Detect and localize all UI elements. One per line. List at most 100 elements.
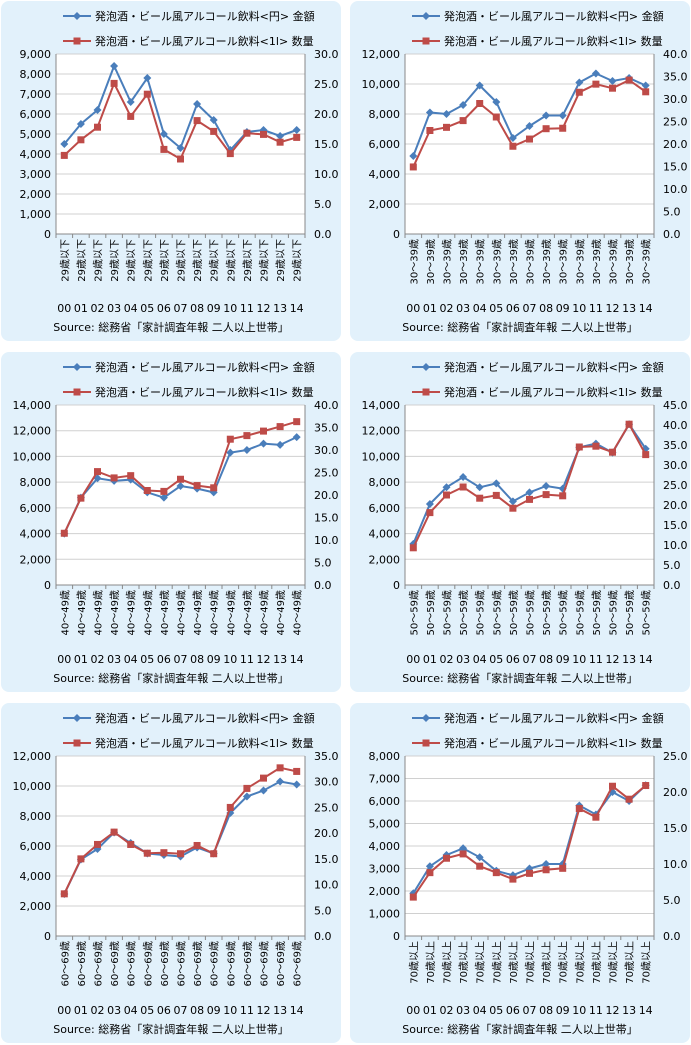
x-category-age-label: 50～59歳 — [558, 590, 570, 635]
x-category-age-label: 29歳以下 — [259, 239, 271, 282]
quantity-point — [476, 100, 484, 107]
left-tick-label: 3,000 — [369, 863, 401, 876]
x-category-age-label: 60～69歳 — [59, 941, 71, 986]
amount-point — [276, 132, 285, 140]
right-tick-label: 5.0 — [314, 904, 332, 917]
legend-amount-marker — [73, 12, 81, 20]
legend-amount-label: 発泡酒・ビール風アルコール飲料<円> 金額 — [95, 9, 315, 23]
amount-point — [259, 439, 268, 448]
right-tick-label: 20.0 — [663, 499, 688, 512]
x-category-age-label: 30～39歳 — [442, 239, 454, 284]
left-tick-label: 2,000 — [369, 198, 401, 211]
x-category-year-label: 07 — [174, 1004, 188, 1017]
x-category-age-label: 70歳以上 — [442, 941, 454, 984]
x-category-year-label: 11 — [240, 1004, 254, 1017]
x-category-year-label: 06 — [506, 1004, 520, 1017]
right-tick-label: 0.0 — [663, 930, 681, 943]
left-tick-label: 1,000 — [20, 208, 52, 221]
x-category-age-label: 30～39歳 — [475, 239, 487, 284]
quantity-point — [177, 850, 184, 858]
x-category-year-label: 10 — [572, 1004, 586, 1017]
left-tick-label: 7,000 — [369, 773, 401, 786]
x-category-year-label: 12 — [606, 1004, 620, 1017]
x-category-year-label: 13 — [622, 653, 636, 666]
amount-point — [93, 106, 102, 114]
x-category-year-label: 02 — [440, 302, 454, 315]
quantity-point — [459, 117, 467, 125]
x-category-age-label: 50～59歳 — [475, 590, 487, 635]
x-category-age-label: 70歳以上 — [425, 941, 437, 984]
chart-svg-6: 0 1,000 2,000 3,000 4,000 5,000 6,000 7,000 8,00… — [369, 711, 688, 1036]
x-category-year-label: 13 — [622, 302, 636, 315]
quantity-point — [210, 127, 218, 135]
right-tick-label: 45.0 — [663, 399, 688, 412]
x-category-age-label: 30～39歳 — [558, 239, 570, 284]
x-category-year-label: 04 — [124, 653, 138, 666]
amount-point — [492, 479, 501, 488]
x-category-year-label: 02 — [440, 1004, 454, 1017]
right-tick-label: 0.0 — [314, 228, 332, 241]
left-tick-label: 4,000 — [20, 148, 52, 161]
x-category-year-label: 01 — [74, 1004, 88, 1017]
x-category-year-label: 12 — [606, 653, 620, 666]
amount-point — [159, 130, 168, 138]
x-category-age-label: 30～39歳 — [525, 239, 537, 284]
x-category-age-label: 29歳以下 — [109, 239, 121, 282]
x-category-year-label: 06 — [506, 653, 520, 666]
left-tick-label: 0 — [44, 930, 51, 943]
quantity-point — [110, 828, 118, 836]
amount-point — [492, 98, 501, 106]
right-tick-label: 5.0 — [663, 206, 681, 219]
x-category-age-label: 60～69歳 — [292, 941, 304, 986]
x-category-year-label: 04 — [124, 302, 138, 315]
left-tick-label: 2,000 — [20, 553, 52, 566]
quantity-point — [526, 869, 533, 877]
left-tick-label: 1,000 — [369, 908, 401, 921]
quantity-point — [127, 112, 135, 120]
left-tick-label: 0 — [393, 579, 400, 592]
legend-quantity-marker — [73, 388, 81, 396]
quantity-point — [559, 492, 567, 500]
x-category-year-label: 05 — [140, 302, 154, 315]
x-category-year-label: 03 — [456, 1004, 470, 1017]
left-tick-label: 10,000 — [13, 450, 52, 463]
left-tick-label: 8,000 — [369, 108, 401, 121]
x-category-age-label: 50～59歳 — [641, 590, 653, 635]
amount-point — [442, 483, 451, 492]
quantity-point — [293, 133, 301, 141]
quantity-point — [160, 487, 168, 495]
quantity-point — [625, 76, 633, 84]
x-category-age-label: 60～69歳 — [192, 941, 204, 986]
quantity-point — [94, 468, 101, 476]
right-tick-label: 10.0 — [663, 183, 688, 196]
quantity-point — [226, 803, 234, 811]
quantity-point — [642, 782, 650, 790]
x-category-year-label: 09 — [556, 1004, 570, 1017]
chart-panel-6: 0 1,000 2,000 3,000 4,000 5,000 6,000 7,000 8,00… — [350, 703, 690, 1043]
x-category-year-label: 08 — [539, 302, 553, 315]
x-category-age-label: 40～49歳 — [93, 590, 105, 635]
quantity-point — [293, 418, 301, 426]
quantity-point — [60, 151, 68, 159]
amount-point — [525, 122, 534, 130]
x-category-year-label: 00 — [406, 302, 420, 315]
x-category-year-label: 01 — [423, 1004, 437, 1017]
left-tick-label: 4,000 — [369, 168, 401, 181]
left-tick-label: 6,000 — [20, 108, 52, 121]
x-category-year-label: 04 — [473, 1004, 487, 1017]
x-category-year-label: 05 — [489, 302, 503, 315]
x-category-year-label: 07 — [174, 653, 188, 666]
left-tick-label: 8,000 — [369, 750, 401, 763]
x-category-year-label: 14 — [290, 1004, 304, 1017]
quantity-point — [409, 163, 417, 171]
right-tick-label: 20.0 — [663, 138, 688, 151]
x-category-age-label: 50～59歳 — [624, 590, 636, 635]
right-tick-label: 20.0 — [314, 108, 339, 121]
quantity-point — [226, 150, 234, 158]
left-tick-label: 12,000 — [13, 425, 52, 438]
x-category-year-label: 05 — [489, 1004, 503, 1017]
x-category-year-label: 01 — [74, 653, 88, 666]
quantity-point — [143, 90, 151, 98]
source-note: Source: 総務省「家計調査年報 二人以上世帯」 — [53, 1022, 288, 1036]
right-tick-label: 0.0 — [314, 930, 332, 943]
